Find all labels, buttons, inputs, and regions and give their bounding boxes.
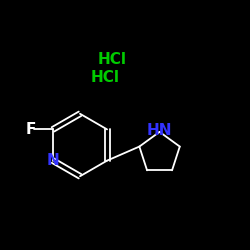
Text: HN: HN: [147, 123, 172, 138]
Text: F: F: [25, 122, 35, 137]
Text: N: N: [46, 153, 59, 168]
Text: HCl: HCl: [98, 52, 127, 68]
Text: HCl: HCl: [90, 70, 120, 85]
